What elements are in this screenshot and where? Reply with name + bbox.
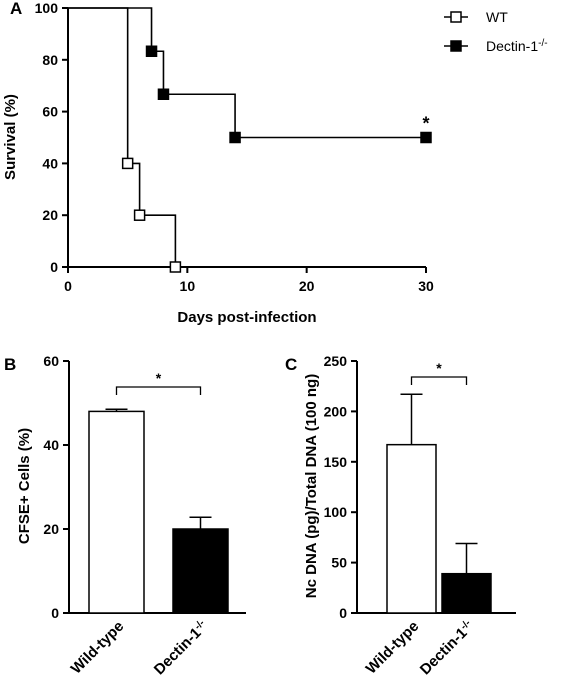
panel-a-y-tick-label: 0: [50, 259, 58, 275]
panel-b-y-tick-label: 60: [43, 353, 59, 369]
panel-b-y-tick-label: 20: [43, 521, 59, 537]
panel-a-survival-chart: A 0 10 20 30 0 20 40 60 80 100 Days post-infecti…: [2, 0, 548, 326]
data-point-dectin: [229, 131, 241, 144]
panel-c-bar-chart: C 0 50 100 150 200 250 Nc DNA (pg)/Total DNA …: [285, 353, 516, 678]
panel-a-y-tick-label: 100: [35, 0, 59, 16]
legend-marker: [450, 11, 462, 23]
significance-star: *: [422, 114, 429, 134]
panel-a-x-tick-label: 0: [64, 278, 72, 294]
bar-dectin: [441, 572, 492, 614]
panel-c-letter: C: [285, 355, 297, 374]
legend-entry-wt: WT: [486, 9, 508, 25]
significance-star: *: [156, 370, 162, 386]
category-label-wild-type: Wild-type: [68, 618, 128, 678]
data-point-wt: [133, 209, 146, 221]
panel-c-significance: *: [410, 360, 468, 385]
panel-a-axes: [67, 8, 426, 268]
panel-c-y-tick-label: 50: [331, 555, 347, 571]
panel-b-category-labels: Wild-type Dectin-1-/-: [68, 617, 211, 678]
bar-wild-type: [386, 443, 437, 614]
significance-star: *: [436, 360, 442, 376]
panel-a-y-tick-label: 40: [42, 155, 58, 171]
data-point-dectin: [157, 88, 170, 100]
panel-a-y-ticks: 0 20 40 60 80 100: [35, 0, 68, 275]
significance-bracket: [115, 386, 202, 395]
panel-c-y-tick-label: 0: [339, 605, 347, 621]
panel-c-y-tick-label: 250: [324, 353, 348, 369]
data-point-dectin: [145, 45, 158, 58]
panel-b-bar-chart: B 0 20 40 60 CFSE+ Cells (%) Wild-type Decti…: [4, 353, 246, 678]
panel-c-y-tick-label: 150: [324, 454, 348, 470]
significance-bracket: [410, 376, 468, 385]
panel-a-x-axis-title: Days post-infection: [177, 309, 316, 326]
panel-a-legend: WT Dectin-1-/-: [444, 9, 548, 54]
panel-c-bars: [386, 393, 492, 614]
legend-marker: [450, 40, 462, 52]
panel-b-significance: *: [115, 370, 202, 395]
panel-b-y-tick-label: 0: [51, 605, 59, 621]
series-line-dectin: [68, 7, 426, 139]
panel-a-letter: A: [10, 0, 22, 18]
panel-b-y-axis-title: CFSE+ Cells (%): [16, 428, 33, 544]
category-label-dectin: Dectin-1-/-: [416, 617, 477, 678]
series-line-wt: [68, 7, 177, 267]
data-point-wt: [121, 157, 134, 170]
panel-a-series: [68, 7, 432, 273]
panel-b-y-tick-label: 40: [43, 437, 59, 453]
data-point-wt: [169, 261, 182, 273]
panel-a-y-tick-label: 60: [42, 104, 58, 120]
panel-a-x-tick-label: 20: [299, 278, 315, 294]
bar-dectin: [172, 528, 229, 614]
panel-c-y-axis-title: Nc DNA (pg)/Total DNA (100 ng): [303, 374, 320, 598]
panel-b-y-ticks: 0 20 40 60: [43, 353, 69, 621]
data-point-dectin: [420, 131, 432, 144]
panel-a-annotations: *: [422, 114, 429, 134]
panel-a-x-tick-label: 30: [418, 278, 434, 294]
panel-c-y-tick-label: 100: [324, 504, 348, 520]
category-label-dectin: Dectin-1-/-: [150, 617, 211, 678]
panel-a-y-axis-title: Survival (%): [2, 94, 19, 180]
panel-c-y-ticks: 0 50 100 150 200 250: [324, 353, 357, 621]
panel-a-x-tick-label: 10: [180, 278, 196, 294]
panel-b-letter: B: [4, 355, 16, 374]
panel-c-y-tick-label: 200: [324, 403, 348, 419]
legend-entry-dectin: Dectin-1-/-: [486, 38, 548, 55]
panel-a-y-tick-label: 80: [42, 52, 58, 68]
panel-a-y-tick-label: 20: [42, 207, 58, 223]
bar-wild-type: [88, 410, 145, 614]
category-label-wild-type: Wild-type: [363, 618, 423, 678]
panel-b-bars: [88, 408, 229, 614]
panel-a-x-ticks: 0 10 20 30: [64, 267, 434, 294]
